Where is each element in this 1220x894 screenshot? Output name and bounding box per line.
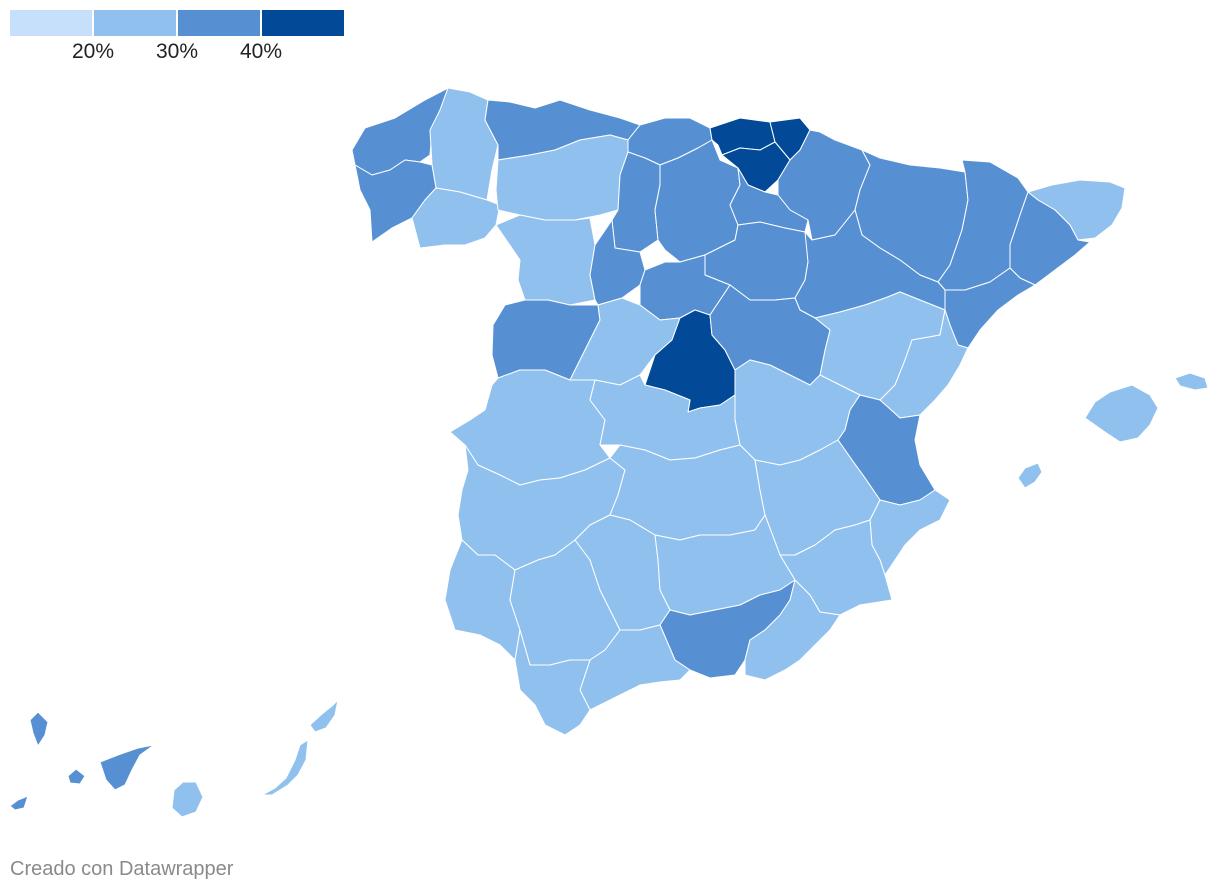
legend-tick-label: 20%	[71, 40, 115, 63]
region-toledo[interactable]: Toledo	[589, 374, 741, 461]
region-ibiza[interactable]: Ibiza	[1017, 462, 1043, 489]
legend-tick-label: 40%	[239, 40, 283, 63]
region-ourense[interactable]: Ourense	[411, 187, 501, 249]
region-palencia[interactable]: Palencia	[611, 151, 661, 253]
region-barcelona[interactable]: Barcelona	[1009, 191, 1091, 286]
region-menorca[interactable]: Menorca	[1174, 372, 1209, 391]
region-alicante[interactable]: Alicante	[869, 489, 951, 576]
region-zamora[interactable]: Zamora	[495, 214, 596, 306]
region-la-palma[interactable]: La Palma	[29, 711, 49, 747]
region-malaga[interactable]: Málaga	[579, 624, 691, 711]
region-cadiz[interactable]: Cádiz	[514, 629, 591, 736]
map-legend: 20% 30% 40%	[10, 10, 346, 70]
region-lanzarote[interactable]: Lanzarote	[309, 699, 339, 733]
legend-swatch-1	[10, 10, 92, 36]
legend-swatch-2	[94, 10, 176, 36]
legend-swatch-3	[178, 10, 260, 36]
region-la-gomera[interactable]: La Gomera	[67, 768, 86, 785]
region-gran-canaria[interactable]: Gran Canaria	[171, 781, 204, 818]
credit-line: Creado con Datawrapper	[10, 858, 234, 880]
region-mallorca[interactable]: Mallorca	[1084, 384, 1159, 443]
region-fuerteventura[interactable]: Fuerteventura	[261, 739, 309, 796]
legend-tick-label: 30%	[155, 40, 199, 63]
region-el-hierro[interactable]: El Hierro	[9, 795, 29, 811]
region-tenerife[interactable]: Tenerife	[99, 744, 155, 791]
legend-swatch-4	[262, 10, 344, 36]
region-almeria[interactable]: Almería	[744, 579, 841, 681]
